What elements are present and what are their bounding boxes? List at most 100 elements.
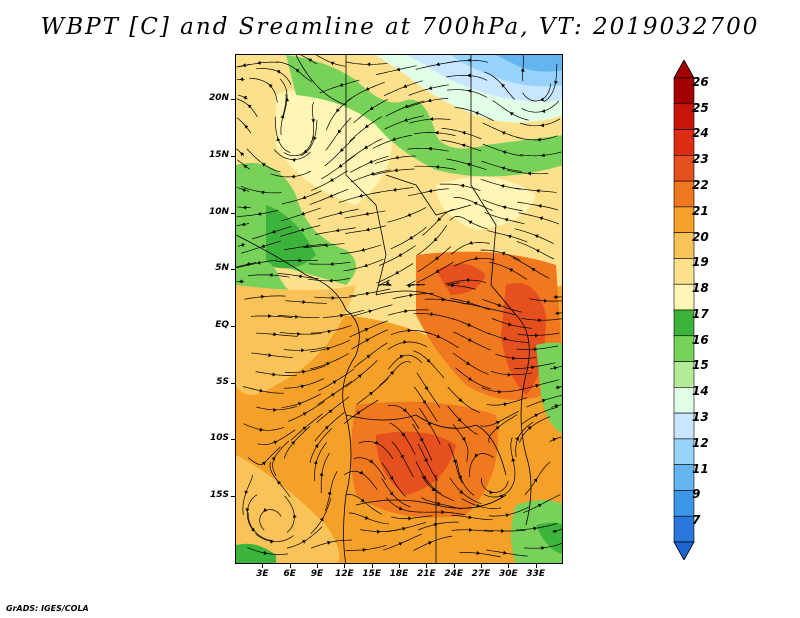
streamline — [314, 227, 357, 235]
colorbar-segment — [673, 77, 695, 105]
streamline — [379, 245, 416, 266]
streamline-arrow — [327, 329, 332, 334]
streamline-arrow — [534, 234, 539, 239]
streamline-arrow — [356, 411, 361, 415]
lat-tick-label: 5N — [215, 263, 229, 274]
streamline-arrow — [511, 457, 516, 462]
streamline-arrow — [302, 426, 307, 431]
streamline — [259, 509, 282, 531]
streamline-arrow — [377, 529, 381, 534]
streamline — [385, 522, 427, 532]
streamline — [450, 298, 491, 311]
lat-tick — [231, 326, 235, 327]
streamline-arrow — [535, 383, 540, 388]
streamline — [273, 149, 311, 160]
streamline — [242, 474, 253, 516]
colorbar-segment — [673, 438, 695, 465]
streamline — [323, 309, 365, 318]
streamline — [349, 320, 389, 338]
colorbar-level-label: 20 — [692, 229, 709, 244]
streamline — [490, 370, 533, 376]
streamline — [421, 475, 455, 502]
streamline-arrow — [531, 365, 535, 370]
streamline — [451, 514, 493, 521]
streamline — [450, 242, 490, 255]
streamline-arrow — [423, 458, 428, 463]
streamline — [521, 100, 560, 113]
streamline — [522, 494, 561, 514]
streamline-arrow — [500, 184, 505, 189]
streamline — [486, 549, 528, 557]
streamline — [340, 244, 382, 255]
streamline-arrow — [538, 318, 542, 323]
streamline-arrow — [329, 262, 334, 267]
streamline — [284, 243, 326, 251]
streamline-arrow — [241, 222, 246, 227]
streamline-arrow — [319, 517, 324, 522]
streamline-arrow — [504, 217, 509, 222]
streamline-arrow — [553, 529, 558, 534]
streamline-arrow — [365, 338, 370, 343]
lon-tick — [317, 564, 318, 568]
streamline-arrow — [240, 152, 245, 157]
colorbar-segment — [673, 412, 695, 440]
field-pale-north — [276, 88, 392, 205]
streamline-arrow — [300, 211, 305, 216]
streamline — [247, 446, 281, 465]
streamline — [481, 160, 522, 172]
streamline — [279, 332, 322, 335]
streamline-arrow — [340, 313, 344, 318]
streamline — [439, 183, 481, 191]
streamline — [517, 332, 560, 336]
streamline-arrow — [474, 453, 479, 458]
streamline-arrow — [308, 58, 313, 63]
streamline-arrow — [437, 217, 442, 222]
streamline-arrow — [261, 461, 266, 466]
lon-tick — [453, 564, 455, 568]
streamline — [236, 262, 257, 268]
streamline — [424, 511, 466, 516]
streamline-arrow — [435, 165, 439, 169]
streamline — [281, 393, 321, 408]
streamline-arrow — [541, 546, 545, 550]
streamline-arrow — [533, 478, 538, 483]
streamline-arrow — [327, 540, 332, 545]
streamline-arrow — [461, 143, 466, 148]
streamline — [488, 414, 518, 443]
streamline — [343, 470, 378, 491]
streamline-arrow — [407, 212, 412, 217]
streamline-arrow — [302, 369, 306, 374]
streamline-arrow — [259, 427, 264, 432]
streamline-arrow — [291, 440, 296, 445]
streamline-arrow — [403, 340, 407, 345]
streamline-arrow — [468, 515, 473, 520]
streamline-arrow — [260, 190, 265, 195]
streamline-arrow — [466, 162, 471, 167]
streamline-arrow — [424, 386, 428, 391]
streamline — [345, 360, 378, 388]
streamline-arrow — [273, 440, 278, 445]
streamline-arrow — [276, 70, 281, 74]
streamline-arrow — [369, 106, 374, 110]
colorbar-segment — [673, 155, 695, 182]
streamline — [516, 345, 559, 350]
streamline — [241, 240, 282, 254]
lon-tick — [371, 564, 373, 568]
streamline-arrow — [374, 440, 379, 445]
streamline-arrow — [533, 526, 538, 531]
streamline — [514, 228, 554, 244]
streamline — [353, 99, 388, 124]
streamline — [514, 362, 556, 369]
streamline-arrow — [476, 551, 481, 555]
streamline — [392, 292, 434, 300]
streamline — [276, 260, 318, 263]
streamline-arrow — [503, 402, 508, 407]
streamline — [455, 367, 492, 390]
colorbar-segment — [673, 129, 695, 156]
streamline — [446, 75, 488, 81]
streamline — [308, 278, 350, 282]
grads-credit: GrADS: IGES/COLA — [6, 604, 89, 613]
streamline-arrow — [238, 279, 243, 284]
streamline — [350, 155, 389, 173]
streamline — [520, 406, 558, 426]
